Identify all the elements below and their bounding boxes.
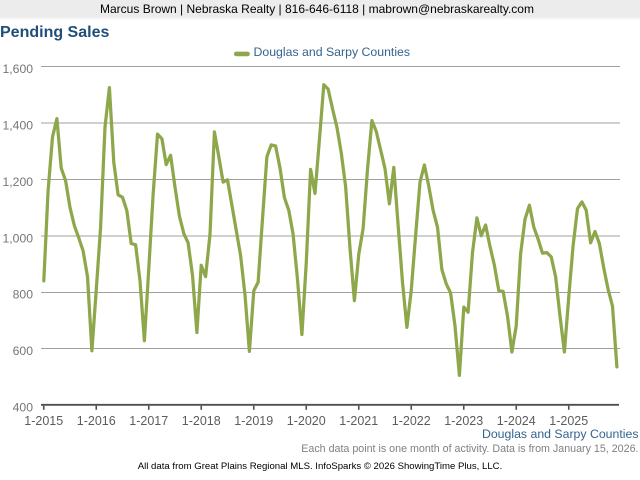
svg-text:1-2025: 1-2025: [549, 414, 588, 428]
svg-text:1,600: 1,600: [3, 62, 34, 76]
svg-text:1-2018: 1-2018: [182, 414, 221, 428]
svg-text:1-2024: 1-2024: [497, 414, 536, 428]
svg-text:1-2016: 1-2016: [77, 414, 116, 428]
svg-text:600: 600: [13, 344, 34, 358]
svg-text:1-2017: 1-2017: [129, 414, 168, 428]
svg-text:1-2019: 1-2019: [234, 414, 273, 428]
svg-text:1-2021: 1-2021: [339, 414, 378, 428]
svg-text:1-2023: 1-2023: [444, 414, 483, 428]
svg-text:1-2022: 1-2022: [392, 414, 431, 428]
svg-text:1,200: 1,200: [3, 175, 34, 189]
svg-text:400: 400: [13, 401, 34, 415]
svg-text:1,400: 1,400: [3, 118, 34, 132]
svg-text:1-2020: 1-2020: [287, 414, 326, 428]
svg-text:800: 800: [13, 288, 34, 302]
svg-text:1,000: 1,000: [3, 231, 34, 245]
svg-text:1-2015: 1-2015: [24, 414, 63, 428]
